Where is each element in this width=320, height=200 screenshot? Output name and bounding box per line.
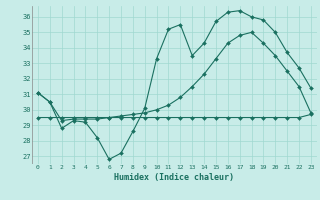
X-axis label: Humidex (Indice chaleur): Humidex (Indice chaleur)	[115, 173, 234, 182]
